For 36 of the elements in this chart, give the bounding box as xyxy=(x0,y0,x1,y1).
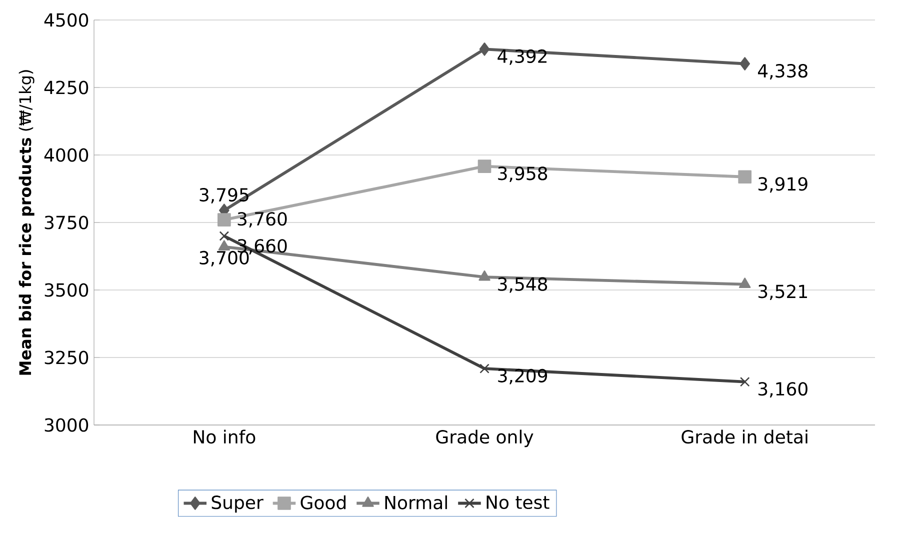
x-tick-label: No info xyxy=(194,430,256,444)
point xyxy=(740,376,750,387)
data-label: 3,760 xyxy=(238,212,287,228)
point xyxy=(738,170,752,184)
point xyxy=(218,240,230,250)
legend-label: No test xyxy=(486,496,550,510)
x-tick-label: Grade only xyxy=(436,430,534,448)
y-tick-label: 3750 xyxy=(44,216,88,230)
y-tick-label: 3000 xyxy=(44,418,88,432)
point xyxy=(478,270,490,281)
data-label: 3,958 xyxy=(498,166,548,182)
point xyxy=(219,231,230,241)
data-label: 3,160 xyxy=(758,382,808,398)
y-tick-label: 4500 xyxy=(44,13,88,27)
data-label: 4,392 xyxy=(498,49,546,65)
point xyxy=(740,57,750,70)
point xyxy=(480,364,490,374)
point xyxy=(738,278,751,288)
y-tick-label: 4250 xyxy=(44,80,88,94)
legend-label: Normal xyxy=(385,495,447,510)
data-label: 3,209 xyxy=(498,368,548,384)
data-label: 3,919 xyxy=(758,177,808,193)
point xyxy=(479,42,490,56)
data-label: 3,795 xyxy=(200,188,248,204)
point xyxy=(218,213,231,226)
legend-label: Good xyxy=(300,495,346,510)
data-label: 3,548 xyxy=(498,277,548,293)
y-tick-label: 3500 xyxy=(44,283,88,297)
point xyxy=(478,160,492,174)
legend-label: Super xyxy=(212,496,264,513)
y-axis-title: Mean bid for rice products (₩/1kg) xyxy=(18,70,34,375)
data-label: 3,521 xyxy=(758,284,807,300)
x-tick-label: Grade in detai xyxy=(682,430,808,444)
data-label: 4,338 xyxy=(758,64,808,80)
y-tick-label: 3250 xyxy=(44,350,88,364)
y-tick-label: 4000 xyxy=(44,148,88,162)
